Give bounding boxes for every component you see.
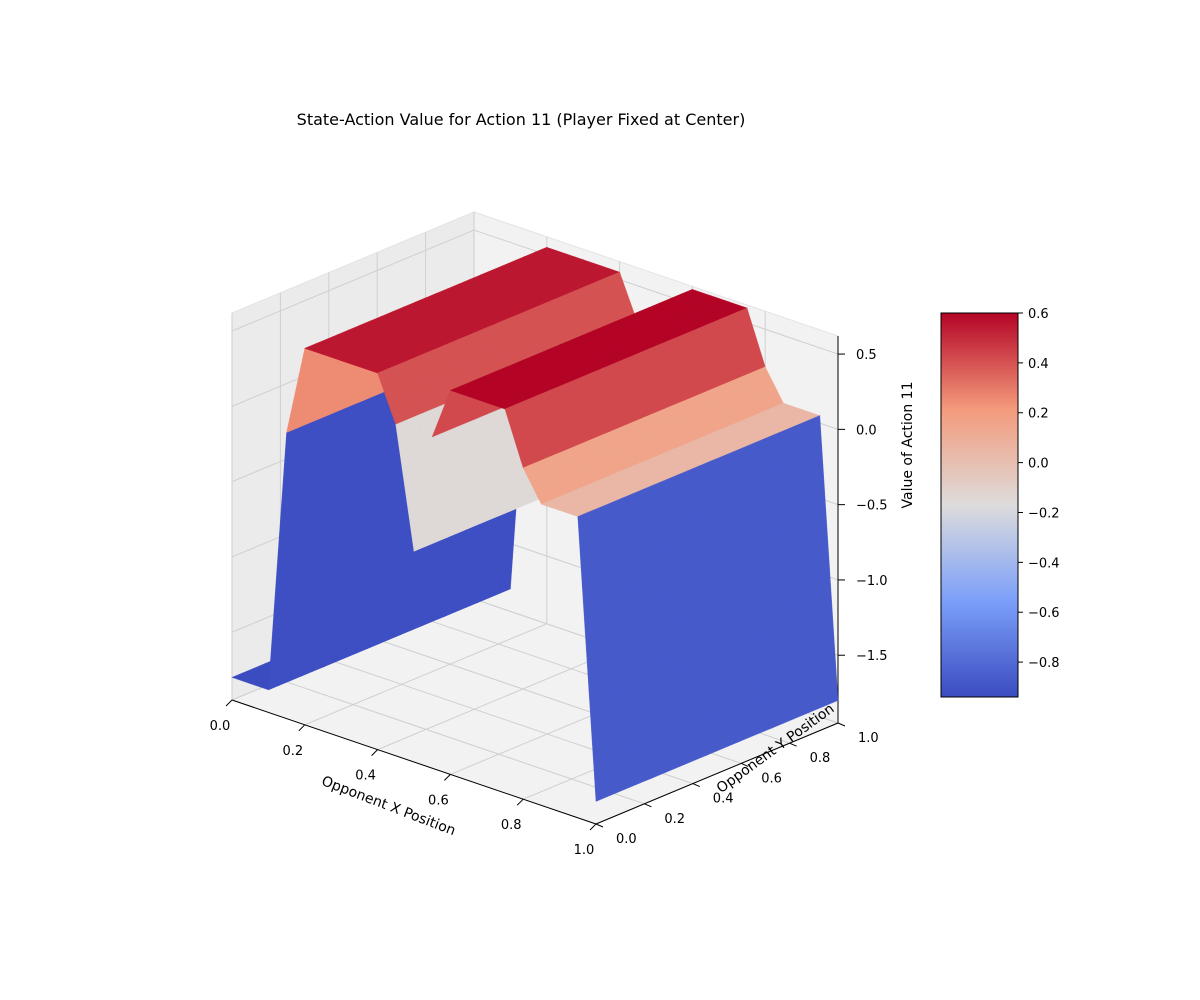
- colorbar-tick-label: −0.8: [1028, 656, 1060, 671]
- x-tick-label: 0.6: [428, 793, 449, 808]
- z-tick-label: −1.0: [856, 574, 888, 589]
- y-tick-mark: [837, 722, 846, 727]
- chart-title: State-Action Value for Action 11 (Player…: [297, 110, 746, 129]
- z-tick-label: −0.5: [856, 499, 888, 514]
- colorbar-tick-label: −0.2: [1028, 506, 1060, 521]
- y-tick-label: 0.4: [713, 792, 734, 807]
- surface-facet: [577, 511, 608, 802]
- x-tick-mark: [444, 774, 451, 781]
- x-axis-line: [231, 699, 597, 825]
- axis-lines: [225, 336, 846, 831]
- z-tick-label: −1.5: [856, 649, 888, 664]
- y-tick-label: 1.0: [858, 731, 879, 746]
- x-tick-mark: [516, 798, 524, 806]
- y-tick-label: 0.6: [761, 771, 782, 786]
- y-tick-mark: [741, 762, 749, 767]
- x-tick-mark: [371, 749, 378, 756]
- z-tick-label: 0.0: [856, 423, 877, 438]
- y-tick-mark: [644, 803, 652, 808]
- colorbar-tick-label: 0.6: [1028, 307, 1049, 322]
- x-tick-mark: [589, 823, 597, 831]
- x-tick-label: 0.8: [501, 818, 522, 833]
- y-tick-mark: [595, 823, 604, 828]
- x-tick-label: 0.4: [355, 769, 376, 784]
- colorbar-gradient: [940, 312, 1019, 698]
- x-tick-mark: [298, 724, 306, 732]
- y-tick-label: 0.0: [616, 832, 637, 847]
- y-tick-mark: [692, 783, 700, 788]
- grid-line: [304, 623, 547, 726]
- value-surface: [231, 246, 839, 802]
- axis-tick-labels: 0.0 0.2 0.4 0.6 0.8 1.0 0.0 0.2 0.4 0.6 0.8 1.0 0.5 0…: [210, 348, 888, 858]
- colorbar-tick-label: 0.0: [1028, 457, 1049, 472]
- colorbar-tick-label: 0.4: [1028, 357, 1049, 372]
- x-tick-mark: [225, 699, 233, 707]
- y-tick-label: 0.8: [810, 751, 831, 766]
- colorbar-tick-label: −0.4: [1028, 556, 1060, 571]
- colorbar-tick-label: −0.6: [1028, 606, 1060, 621]
- y-axis-line: [595, 722, 839, 825]
- x-tick-label: 0.2: [282, 744, 303, 759]
- grid-line: [377, 648, 620, 751]
- grid-line: [231, 229, 475, 332]
- colorbar-tick-label: 0.2: [1028, 407, 1049, 422]
- y-tick-label: 0.2: [664, 812, 685, 827]
- z-tick-label: 0.5: [856, 348, 877, 363]
- colorbar: 0.6 0.4 0.2 0.0 −0.2 −0.4 −0.6 −0.8: [940, 307, 1060, 698]
- x-tick-label: 0.0: [210, 719, 231, 734]
- grid-line: [280, 679, 645, 805]
- y-tick-mark: [789, 742, 797, 747]
- grid-line: [473, 229, 839, 355]
- z-axis-label: Value of Action 11: [900, 382, 916, 509]
- x-tick-label: 1.0: [574, 843, 595, 858]
